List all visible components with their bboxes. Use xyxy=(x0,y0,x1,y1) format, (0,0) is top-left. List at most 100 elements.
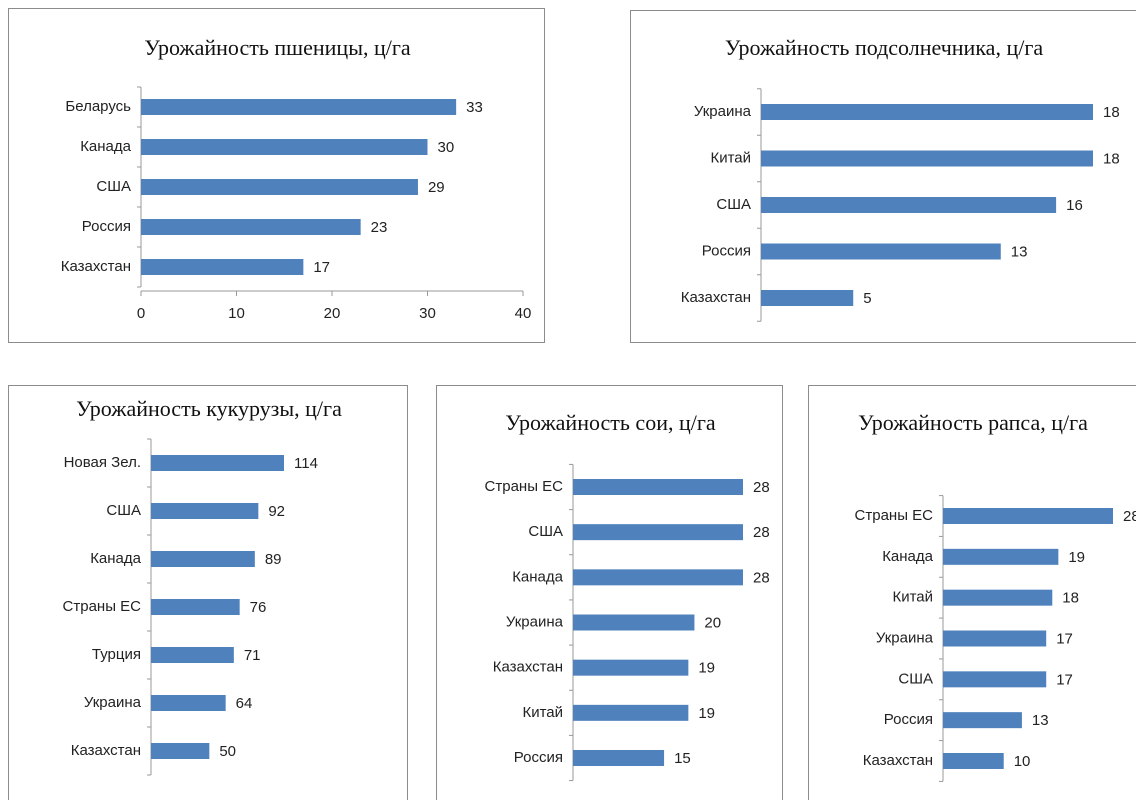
bar xyxy=(943,671,1047,688)
chart: Страны ЕС 28 США 28 Канада 28 Украина 20 Казахст… xyxy=(485,463,770,782)
bar xyxy=(151,647,234,663)
value-label: 13 xyxy=(1011,243,1028,260)
bar xyxy=(943,548,1059,565)
bar xyxy=(573,569,743,586)
value-label: 10 xyxy=(1014,753,1031,770)
bar xyxy=(573,524,743,541)
category-label: Россия xyxy=(884,711,933,728)
chart-panel: Украина 18 Китай 18 США 16 Россия 13 Казахстан 5 У… xyxy=(630,10,1136,343)
category-label: Китай xyxy=(522,704,563,721)
bar xyxy=(573,659,689,676)
bar xyxy=(761,104,1093,120)
value-label: 89 xyxy=(265,551,282,568)
category-label: Канада xyxy=(80,138,131,155)
bar xyxy=(573,479,743,495)
category-label: Казахстан xyxy=(71,742,141,759)
category-label: Украина xyxy=(506,613,564,630)
value-label: 29 xyxy=(428,179,445,196)
x-tick-label: 40 xyxy=(515,305,532,322)
value-label: 17 xyxy=(313,259,330,276)
value-label: 19 xyxy=(698,660,715,677)
chart-title: Урожайность сои, ц/га xyxy=(505,410,716,435)
value-label: 76 xyxy=(250,599,267,616)
x-tick-label: 20 xyxy=(324,305,341,322)
category-label: Страны ЕС xyxy=(855,507,934,524)
category-label: США xyxy=(106,502,141,519)
category-label: Украина xyxy=(84,694,142,711)
chart-panel: Новая Зел. 114 США 92 Канада 89 Страны ЕС 76 Тур… xyxy=(8,385,408,800)
category-label: Россия xyxy=(514,749,563,766)
x-tick-label: 0 xyxy=(137,305,145,322)
category-label: Китай xyxy=(892,589,933,606)
value-label: 16 xyxy=(1066,197,1083,214)
value-label: 71 xyxy=(244,647,261,664)
bar xyxy=(141,99,457,115)
value-label: 33 xyxy=(466,99,483,116)
bar xyxy=(943,630,1047,647)
bar xyxy=(141,219,361,235)
category-label: Канада xyxy=(90,550,141,567)
value-label: 64 xyxy=(236,695,253,712)
category-label: Казахстан xyxy=(681,289,751,306)
value-label: 114 xyxy=(294,455,318,472)
bar xyxy=(573,704,689,721)
bar xyxy=(761,243,1001,260)
x-tick-label: 30 xyxy=(419,305,436,322)
category-label: Китай xyxy=(710,149,751,166)
value-label: 18 xyxy=(1062,590,1079,607)
chart: Украина 18 Китай 18 США 16 Россия 13 Казахстан 5 xyxy=(681,88,1120,322)
bar xyxy=(151,695,226,711)
category-label: Турция xyxy=(92,646,141,663)
bar xyxy=(151,455,284,471)
x-tick-label: 10 xyxy=(228,305,245,322)
value-label: 17 xyxy=(1056,671,1073,688)
category-label: Канада xyxy=(512,568,563,585)
category-label: США xyxy=(528,523,563,540)
bar xyxy=(573,614,695,631)
chart-title: Урожайность пшеницы, ц/га xyxy=(144,35,411,60)
category-label: США xyxy=(898,670,933,687)
chart-panel: Страны ЕС 28 США 28 Канада 28 Украина 20 Казахст… xyxy=(436,385,783,800)
bar xyxy=(943,508,1113,524)
value-label: 17 xyxy=(1056,630,1073,647)
category-label: Украина xyxy=(876,629,934,646)
value-label: 19 xyxy=(1068,549,1085,566)
bar xyxy=(151,743,210,759)
category-label: Беларусь xyxy=(65,98,131,115)
category-label: Украина xyxy=(694,103,752,120)
bar xyxy=(141,139,428,155)
bar xyxy=(141,259,304,275)
value-label: 15 xyxy=(674,750,691,767)
chart: Страны ЕС 28 Канада 19 Китай 18 Украина 17 США 17… xyxy=(855,495,1136,782)
value-label: 19 xyxy=(698,705,715,722)
value-label: 20 xyxy=(704,614,721,631)
value-label: 28 xyxy=(753,524,770,541)
bar xyxy=(943,753,1004,769)
bar xyxy=(761,150,1093,167)
bar xyxy=(573,750,665,766)
value-label: 50 xyxy=(219,743,236,760)
bar xyxy=(943,589,1053,606)
chart-title: Урожайность рапса, ц/га xyxy=(858,410,1088,435)
value-label: 18 xyxy=(1103,150,1120,167)
value-label: 28 xyxy=(1123,508,1136,525)
bar xyxy=(141,179,418,195)
bar xyxy=(761,197,1057,213)
chart: Новая Зел. 114 США 92 Канада 89 Страны ЕС 76 Тур… xyxy=(63,438,318,776)
category-label: Казахстан xyxy=(61,258,131,275)
category-label: Казахстан xyxy=(493,659,563,676)
chart-panel: Страны ЕС 28 Канада 19 Китай 18 Украина 17 США 17… xyxy=(808,385,1136,800)
bar xyxy=(151,551,255,567)
bar xyxy=(151,503,259,519)
category-label: Россия xyxy=(702,242,751,259)
category-label: Новая Зел. xyxy=(64,454,141,471)
category-label: Страны ЕС xyxy=(63,598,142,615)
value-label: 5 xyxy=(863,290,871,307)
value-label: 13 xyxy=(1032,712,1049,729)
value-label: 30 xyxy=(438,139,455,156)
category-label: Казахстан xyxy=(863,752,933,769)
chart-title: Урожайность подсолнечника, ц/га xyxy=(724,35,1044,60)
bar xyxy=(943,712,1022,729)
bar xyxy=(151,599,240,615)
